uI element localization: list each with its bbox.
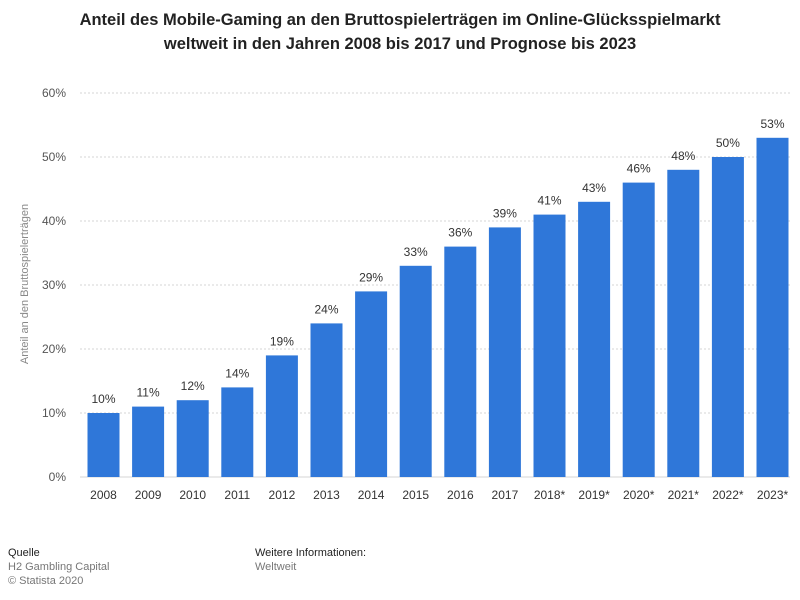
bar[interactable] <box>87 413 120 477</box>
x-tick-label: 2014 <box>358 488 385 502</box>
bar-value-label: 29% <box>359 270 383 284</box>
more-info-region: Weltweit <box>255 561 297 573</box>
bar-value-label: 12% <box>181 379 205 393</box>
bar-value-label: 43% <box>582 181 606 195</box>
x-tick-label: 2018* <box>534 488 566 502</box>
bar-value-label: 33% <box>404 245 428 259</box>
x-tick-label: 2009 <box>135 488 162 502</box>
bar-value-label: 11% <box>137 386 160 400</box>
bar-value-label: 10% <box>91 392 115 406</box>
bar[interactable] <box>265 355 298 477</box>
bar[interactable] <box>488 227 521 477</box>
bar-value-labels: 10% 11% 12% 14% 19% 24% 29% 33% 36% 39% 41% 43% 46% 4… <box>91 117 784 406</box>
x-tick-label: 2023* <box>757 488 789 502</box>
x-tick-label: 2020* <box>623 488 655 502</box>
bar[interactable] <box>221 387 254 477</box>
bar[interactable] <box>310 323 343 477</box>
more-info-heading: Weitere Informationen: <box>255 547 367 559</box>
x-tick-label: 2011 <box>224 488 250 502</box>
bar-value-label: 41% <box>537 194 561 208</box>
x-tick-label: 2013 <box>313 488 340 502</box>
y-tick-label: 20% <box>42 342 66 356</box>
bar[interactable] <box>622 182 655 477</box>
bar[interactable] <box>355 291 388 477</box>
chart-title: Anteil des Mobile-Gaming an den Bruttosp… <box>20 8 780 56</box>
y-tick-label: 0% <box>49 470 67 484</box>
copyright-notice: © Statista 2020 <box>8 575 84 587</box>
x-tick-label: 2019* <box>578 488 610 502</box>
x-axis-tick-labels: 2008 2009 2010 2011 2012 2013 2014 2015 2016 2017… <box>90 488 788 502</box>
bar[interactable] <box>756 137 789 478</box>
bar-value-label: 50% <box>716 136 740 150</box>
y-tick-label: 40% <box>42 214 66 228</box>
chart-title-line-1: Anteil des Mobile-Gaming an den Bruttosp… <box>79 11 721 29</box>
x-tick-label: 2008 <box>90 488 117 502</box>
x-tick-label: 2016 <box>447 488 474 502</box>
source-name: H2 Gambling Capital <box>8 561 110 573</box>
chart-title-line-2: weltweit in den Jahren 2008 bis 2017 und… <box>163 35 637 53</box>
x-tick-label: 2010 <box>179 488 206 502</box>
bars <box>87 137 789 478</box>
bar[interactable] <box>176 400 209 477</box>
bar[interactable] <box>711 157 744 477</box>
source-heading: Quelle <box>8 547 40 559</box>
y-tick-label: 30% <box>42 278 66 292</box>
bar[interactable] <box>132 406 165 477</box>
bar-value-label: 46% <box>627 162 651 176</box>
x-tick-label: 2017 <box>492 488 519 502</box>
bar-value-label: 39% <box>493 206 517 220</box>
bar[interactable] <box>667 169 700 478</box>
bar[interactable] <box>533 214 566 477</box>
bar-value-label: 14% <box>225 366 249 380</box>
bar-value-label: 19% <box>270 334 294 348</box>
y-tick-label: 10% <box>42 406 66 420</box>
bar-value-label: 53% <box>760 117 784 131</box>
bar[interactable] <box>444 246 477 477</box>
y-tick-label: 50% <box>42 150 66 164</box>
y-tick-label: 60% <box>42 86 66 100</box>
x-tick-label: 2015 <box>402 488 429 502</box>
bar-value-label: 48% <box>671 149 695 163</box>
bar-value-label: 36% <box>448 226 472 240</box>
y-axis-title: Anteil an den Bruttospielerträgen <box>19 204 31 364</box>
x-tick-label: 2022* <box>712 488 744 502</box>
x-tick-label: 2012 <box>269 488 296 502</box>
y-axis-tick-labels: 0% 10% 20% 30% 40% 50% 60% <box>42 86 66 484</box>
bar[interactable] <box>578 201 611 478</box>
x-tick-label: 2021* <box>668 488 700 502</box>
bar-value-label: 24% <box>314 302 338 316</box>
bar[interactable] <box>399 265 432 477</box>
